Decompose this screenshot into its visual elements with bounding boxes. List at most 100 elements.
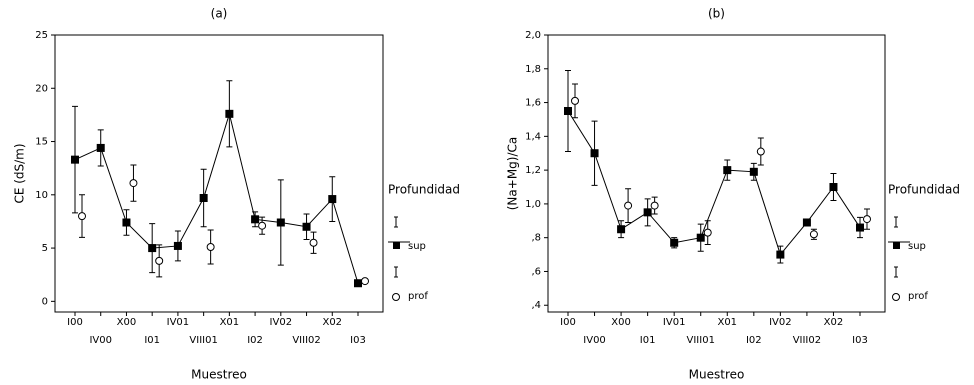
x-tick-label: X02 [824,317,844,328]
point [670,238,679,247]
point [829,183,838,192]
point [129,179,138,188]
x-tick-label: I02 [247,335,263,346]
y-tick-label: 2,0 [525,30,541,41]
point [155,256,164,265]
x-tick-label: I00 [67,317,83,328]
series-line [74,111,359,284]
x-tick-label: X00 [611,317,631,328]
point [703,228,712,237]
point [354,279,362,288]
point [199,194,208,203]
point [309,238,318,247]
x-axis-label: Muestreo [191,368,247,382]
legend-icon [394,266,398,278]
point [96,143,105,152]
point [802,218,811,227]
point [225,109,234,118]
point [302,222,311,231]
point [756,147,765,156]
x-tick-label: I01 [144,335,160,346]
point [809,230,818,239]
legend-icon [393,242,400,249]
y-tick-label: ,6 [531,266,541,277]
x-tick-label: X02 [322,317,342,328]
y-tick-label: 0 [42,296,48,307]
x-tick-label: I00 [560,317,576,328]
legend-label: prof [408,291,428,302]
y-tick-label: ,4 [531,300,541,311]
x-tick-label: X00 [117,317,137,328]
x-tick-label: I01 [640,335,656,346]
x-tick-label: VIII02 [292,335,320,346]
y-tick-label: 20 [35,83,48,94]
y-tick-label: 1,8 [525,64,541,75]
point [856,223,864,232]
x-tick-label: I02 [746,335,762,346]
plot-frame [547,34,886,313]
y-axis-label: (Na+Mg)/Ca [506,137,520,211]
legend-label: sup [908,241,926,252]
x-tick-label: I03 [350,335,366,346]
point [276,218,285,227]
legend-title: Profundidad [888,183,960,197]
point [643,208,652,217]
x-tick-label: IV02 [270,317,293,328]
y-tick-label: 1,6 [525,98,541,109]
point [749,167,758,176]
point [696,233,705,242]
legend-icon [894,216,898,228]
x-tick-label: VIII02 [793,335,821,346]
legend-icon [893,242,900,249]
y-tick-label: 5 [42,243,48,254]
point [571,96,579,105]
y-tick-label: 25 [35,30,48,41]
point [723,166,732,175]
x-tick-label: IV01 [663,317,686,328]
x-tick-label: IV00 [89,335,112,346]
chart-title: (a) [211,7,228,21]
x-tick-label: X01 [717,317,737,328]
x-tick-label: IV01 [167,317,190,328]
y-tick-label: 1,2 [525,165,541,176]
point [328,195,337,204]
x-axis-label: Muestreo [689,368,745,382]
point [258,221,267,230]
x-tick-label: IV00 [583,335,606,346]
legend-label: prof [908,291,928,302]
y-tick-label: ,8 [531,233,541,244]
chart-title: (b) [708,7,725,21]
legend-icon [392,293,400,301]
point [650,201,659,210]
x-tick-label: X01 [220,317,240,328]
legend-icon [892,293,900,301]
y-tick-label: 15 [35,137,48,148]
point [122,218,131,227]
point [251,215,260,224]
y-tick-label: 1,0 [525,199,541,210]
plot-frame [54,34,384,313]
series-line [567,110,861,256]
legend-label: sup [408,241,426,252]
point [173,241,182,250]
point [590,149,599,158]
point [776,250,785,259]
point [148,244,157,253]
point [624,201,633,210]
x-tick-label: IV02 [769,317,792,328]
legend-icon [894,266,898,278]
point [617,225,626,234]
point [78,212,86,221]
x-tick-label: VIII01 [189,335,217,346]
point [361,277,369,286]
y-tick-label: 1,4 [525,131,541,142]
point [71,155,79,164]
point [863,215,871,224]
legend-title: Profundidad [388,183,460,197]
point [206,243,215,252]
y-tick-label: 10 [35,190,48,201]
x-tick-label: I03 [852,335,868,346]
x-tick-label: VIII01 [687,335,715,346]
y-axis-label: CE (dS/m) [13,143,27,203]
